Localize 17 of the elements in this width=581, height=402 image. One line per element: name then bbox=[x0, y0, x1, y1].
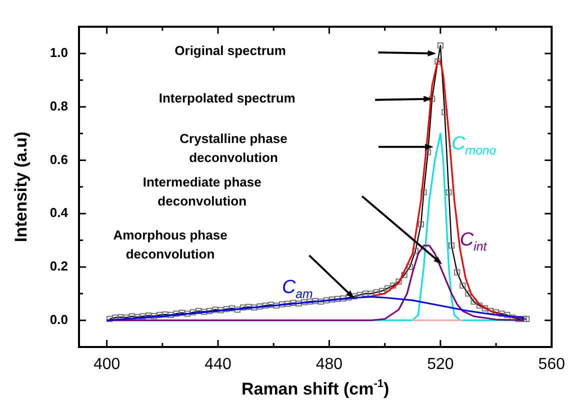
y-tick-label: 0.4 bbox=[50, 205, 69, 220]
y-tick-label: 0.0 bbox=[50, 312, 68, 327]
annotation: Intermediate phase deconvolution bbox=[142, 174, 262, 208]
x-tick-label: 440 bbox=[204, 356, 232, 374]
x-tick-label: 480 bbox=[316, 356, 343, 374]
annotation: Crystalline phase deconvolution bbox=[180, 130, 288, 165]
y-tick-label: 0.2 bbox=[50, 258, 68, 274]
y-axis-title: Intensity (a.u) bbox=[12, 132, 31, 242]
x-tick-label: 400 bbox=[93, 356, 120, 374]
x-tick-label: 560 bbox=[538, 356, 566, 374]
y-tick-label: 1.0 bbox=[50, 45, 68, 60]
x-tick-label: 520 bbox=[427, 356, 454, 374]
y-tick-label: 0.6 bbox=[50, 152, 68, 167]
annotation: Interpolated spectrum bbox=[158, 90, 296, 106]
y-tick-label: 0.8 bbox=[50, 98, 68, 114]
annotation: Amorphous phase deconvolution bbox=[113, 228, 228, 262]
annotation: Original spectrum bbox=[174, 43, 286, 58]
